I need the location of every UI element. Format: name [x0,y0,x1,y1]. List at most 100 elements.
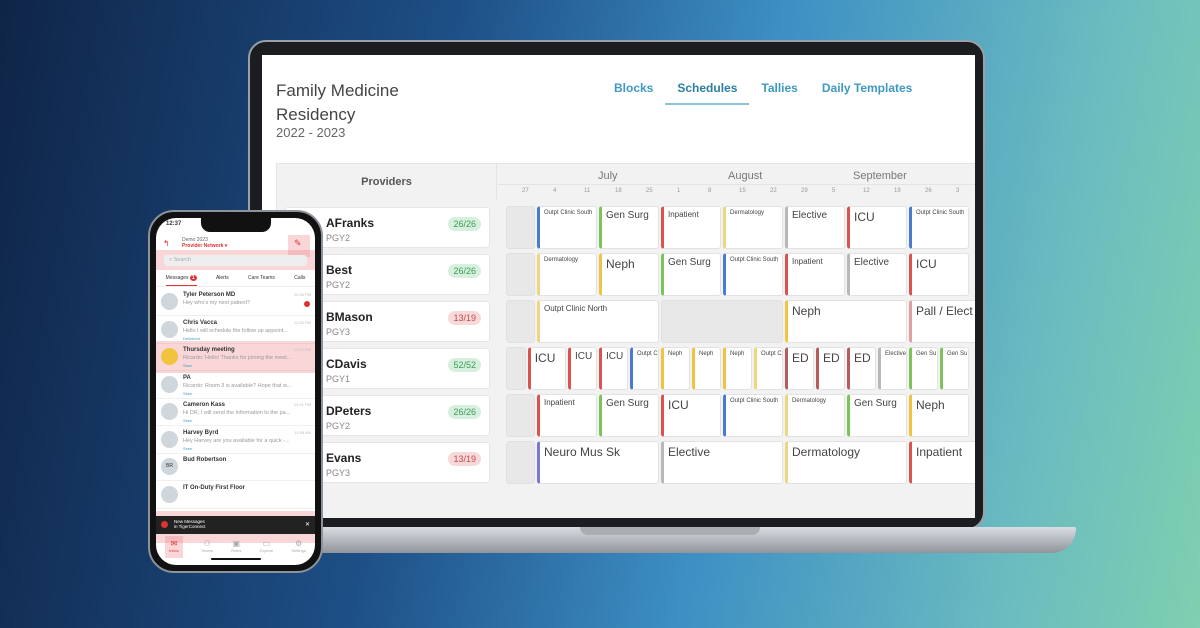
new-message-toast[interactable]: New Messages in TigerConnect ✕ [156,516,315,534]
rotation-block[interactable]: Outpt Clinic South [909,206,969,249]
empty-slot[interactable] [661,300,783,343]
tab-blocks[interactable]: Blocks [614,81,654,95]
rotation-block[interactable]: Neph [660,347,690,390]
rotation-block[interactable]: Gen Su [939,347,969,390]
rotation-block[interactable]: ED [815,347,845,390]
rotation-block[interactable]: Dermatology [785,441,907,484]
empty-slot[interactable] [506,394,535,437]
phone-frame: 12:37 ↰ Demo 2023 Provider Network ▾ ✎ ⌕… [148,210,323,573]
toast-text: in TigerConnect [174,524,206,529]
bottom-nav: ✉ Inbox ⚇ Teams ▣ Roles ▭ Explore ⚙ Settings [156,536,315,558]
rotation-block[interactable]: Neph [691,347,721,390]
empty-slot[interactable] [506,441,535,484]
week-label: 15 [739,188,746,194]
tab-tallies[interactable]: Tallies [761,81,798,95]
message-item[interactable]: BR Bud Robertson [156,454,315,481]
nav-roles[interactable]: ▣ Roles [231,536,241,558]
rotation-block[interactable]: ICU [661,394,721,437]
rotation-block[interactable]: ICU [847,206,907,249]
message-sender: PA [183,374,191,381]
rotation-block[interactable]: Dermatology [537,253,597,296]
close-icon[interactable]: ✕ [304,522,310,528]
week-label: 3 [956,188,960,194]
tab-calls[interactable]: Calls [294,275,306,281]
back-icon[interactable]: ↰ [163,239,170,248]
rotation-block[interactable]: Inpatient [785,253,845,296]
tally-badge: 26/26 [448,405,481,419]
rotation-block[interactable]: Gen Surg [599,206,659,249]
message-item[interactable]: IT On-Duty First Floor [156,482,315,509]
rotation-block[interactable]: Pall / Elect [909,300,975,343]
message-item[interactable]: Chris Vacca Hello I will schedule the fol… [156,317,315,344]
provider-pgy: PGY3 [326,327,351,337]
search-input[interactable]: ⌕ Search [164,255,307,266]
message-status: Delivered [183,335,200,341]
rotation-block[interactable]: Outpt C [629,347,659,390]
tab-alerts[interactable]: Alerts [215,275,229,281]
week-header: 27 4 11 18 25 1 8 15 22 29 5 12 19 26 3 [498,184,975,200]
rotation-block[interactable]: Dermatology [785,394,845,437]
explore-icon: ▭ [262,539,271,548]
message-time: 11:55 AM [294,429,311,435]
rotation-block[interactable]: Outpt C [753,347,783,390]
empty-slot[interactable] [506,253,535,296]
rotation-block[interactable]: Gen Surg [847,394,907,437]
rotation-block[interactable]: Neph [599,253,659,296]
rotation-block[interactable]: Elective [785,206,845,249]
rotation-block[interactable]: Inpatient [661,206,721,249]
message-item[interactable]: Thursday meeting Ricardo: Hello! Thanks f… [156,341,315,373]
provider-name: BMason [326,310,373,324]
rotation-block[interactable]: Inpatient [909,441,975,484]
rotation-block[interactable]: Gen Su [908,347,938,390]
rotation-block[interactable]: ICU [567,347,597,390]
tab-schedules[interactable]: Schedules [665,81,750,105]
message-preview: Ricardo: Room 3 is available? Hope that … [183,382,292,389]
rotation-block[interactable]: Inpatient [537,394,597,437]
rotation-block[interactable]: Elective [661,441,783,484]
rotation-block[interactable]: ICU [909,253,969,296]
message-item[interactable]: Harvey Byrd Hey Harvey are you available … [156,427,315,454]
rotation-block[interactable]: ED [784,347,814,390]
provider-row[interactable]: AFranks PGY2 26/26 [285,207,490,248]
rotation-block[interactable]: ICU [598,347,628,390]
rotation-block[interactable]: Neph [909,394,969,437]
rotation-block[interactable]: Elective [847,253,907,296]
schedule-grid: Providers July August September 27 4 11 18 2… [276,163,975,518]
rotation-block[interactable]: Outpt Clinic North [537,300,659,343]
rotation-block[interactable]: ED [846,347,876,390]
academic-year: 2022 - 2023 [276,125,346,140]
tab-care-teams[interactable]: Care Teams [248,275,275,281]
roles-icon: ▣ [232,539,241,548]
rotation-block[interactable]: Dermatology [723,206,783,249]
message-item[interactable]: Cameron Kass Hi DR, I will send the infor… [156,399,315,426]
avatar [161,430,178,448]
rotation-block[interactable]: ICU [527,347,566,390]
nav-explore[interactable]: ▭ Explore [260,536,274,558]
provider-pgy: PGY1 [326,374,351,384]
rotation-block[interactable]: Outpt Clinic South [537,206,597,249]
nav-teams[interactable]: ⚇ Teams [201,536,213,558]
rotation-block[interactable]: Neuro Mus Sk [537,441,659,484]
rotation-block[interactable]: Gen Surg [661,253,721,296]
rotation-block[interactable]: Neph [785,300,907,343]
message-item[interactable]: PA Ricardo: Room 3 is available? Hope tha… [156,372,315,399]
empty-slot[interactable] [506,300,535,343]
rotation-block[interactable]: Outpt Clinic South [723,253,783,296]
message-item[interactable]: Tyler Peterson MD Hey who's my next patie… [156,289,315,316]
message-time: 12:07 PM [293,347,311,352]
rotation-block[interactable]: Gen Surg [599,394,659,437]
rotation-block[interactable]: Neph [722,347,752,390]
tab-daily-templates[interactable]: Daily Templates [821,81,913,95]
empty-slot[interactable] [506,206,535,249]
nav-settings[interactable]: ⚙ Settings [291,536,305,558]
nav-inbox[interactable]: ✉ Inbox [165,536,183,558]
provider-pgy: PGY2 [326,421,351,431]
rotation-block[interactable]: Elective [877,347,907,390]
empty-slot[interactable] [506,347,526,390]
network-selector[interactable]: Provider Network ▾ [182,243,228,249]
provider-name: Evans [326,451,362,465]
tab-messages[interactable]: Messages 1 [165,275,197,286]
rotation-block[interactable]: Outpt Clinic South [723,394,783,437]
tab-label: Messages [165,275,189,281]
compose-icon[interactable]: ✎ [294,238,302,248]
